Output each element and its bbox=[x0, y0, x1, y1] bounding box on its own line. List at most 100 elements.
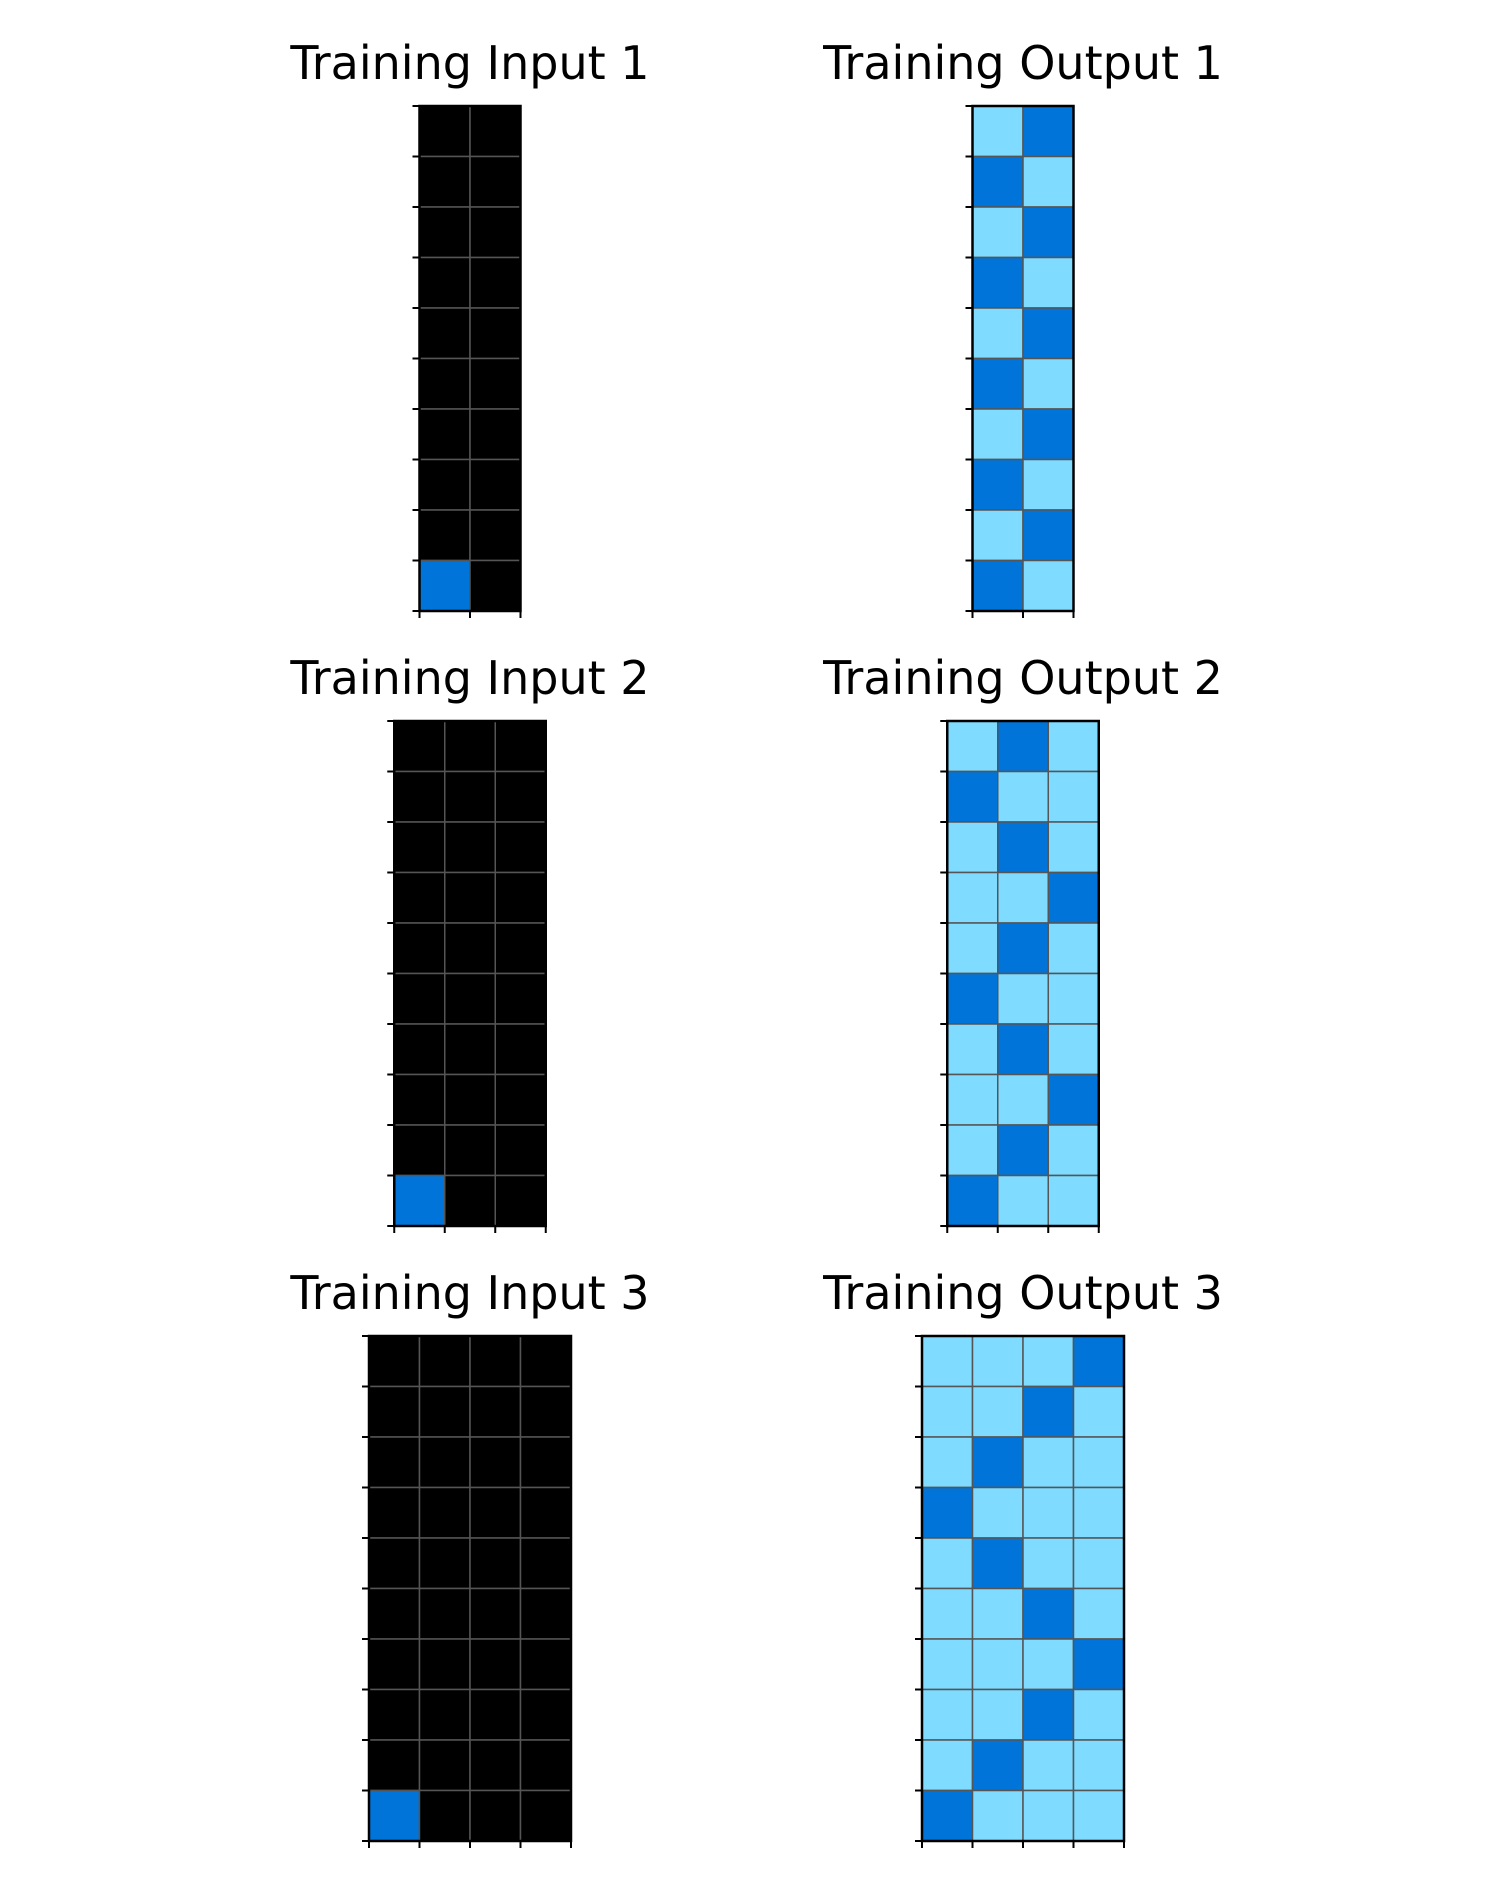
grid-cell-r8-c2 bbox=[1047, 1124, 1100, 1177]
grid-cell-r7-c3 bbox=[519, 1688, 572, 1741]
grid-cell-r0-c0 bbox=[418, 105, 471, 158]
grid-cell-r8-c1 bbox=[469, 509, 522, 562]
grid-cell-r4-c2 bbox=[494, 922, 547, 975]
grid-cell-r3-c3 bbox=[1072, 1486, 1125, 1539]
grid-cell-r2-c3 bbox=[519, 1436, 572, 1489]
grid-cell-r2-c1 bbox=[444, 821, 496, 874]
grid-cell-r3-c1 bbox=[1022, 256, 1075, 309]
grid-cell-r7-c0 bbox=[946, 1073, 999, 1126]
grid-cell-r5-c0 bbox=[418, 357, 471, 410]
grid-cell-r4-c2 bbox=[1047, 922, 1100, 975]
grid-cell-r5-c1 bbox=[1022, 357, 1075, 410]
grid-cell-r1-c0 bbox=[418, 155, 471, 208]
grid-cell-r4-c1 bbox=[418, 1537, 471, 1590]
grid-cell-r3-c1 bbox=[971, 1486, 1024, 1539]
grid-cell-r7-c1 bbox=[971, 1688, 1024, 1741]
grid-cell-r4-c0 bbox=[971, 307, 1024, 360]
grid-cell-r6-c0 bbox=[368, 1638, 421, 1691]
grid-cell-r0-c2 bbox=[1047, 720, 1100, 773]
grid-cell-r2-c1 bbox=[1022, 206, 1075, 259]
grid-cell-r5-c3 bbox=[1072, 1587, 1125, 1640]
grid-cell-r2-c0 bbox=[946, 821, 999, 874]
grid-cell-r6-c0 bbox=[393, 1023, 446, 1076]
grid-cell-r7-c0 bbox=[971, 458, 1024, 511]
grid-cell-r9-c0 bbox=[368, 1789, 421, 1842]
grid-cell-r5-c1 bbox=[444, 972, 496, 1025]
grid-cell-r1-c0 bbox=[393, 770, 446, 823]
grid-cell-r3-c0 bbox=[921, 1486, 974, 1539]
grid-cell-r0-c0 bbox=[946, 720, 999, 773]
grid-cell-r1-c3 bbox=[519, 1385, 572, 1438]
grid-cell-r1-c2 bbox=[494, 770, 547, 823]
grid-cell-r4-c0 bbox=[921, 1537, 974, 1590]
grid-cell-r6-c1 bbox=[971, 1638, 1024, 1691]
grid-cell-r9-c1 bbox=[418, 1789, 471, 1842]
grid-cell-r3-c0 bbox=[971, 256, 1024, 309]
grid-cell-r9-c0 bbox=[971, 559, 1024, 612]
grid-cell-r9-c2 bbox=[1022, 1789, 1075, 1842]
grid-cell-r3-c0 bbox=[368, 1486, 421, 1539]
grid-cell-r8-c0 bbox=[418, 509, 471, 562]
grid-cell-r7-c2 bbox=[469, 1688, 522, 1741]
grid-cell-r1-c1 bbox=[444, 770, 496, 823]
panel-title-training-input-3: Training Input 3 bbox=[290, 1266, 650, 1320]
grid-cell-r0-c1 bbox=[971, 1335, 1024, 1388]
grid-cell-r7-c1 bbox=[444, 1073, 496, 1126]
grid-cell-r1-c1 bbox=[997, 770, 1049, 823]
grid-cell-r5-c0 bbox=[921, 1587, 974, 1640]
grid-cell-r8-c2 bbox=[1022, 1739, 1075, 1792]
grid-cell-r9-c0 bbox=[393, 1174, 446, 1227]
grid-cell-r6-c2 bbox=[469, 1638, 522, 1691]
grid-panel-6 bbox=[915, 1334, 1126, 1848]
grid-cell-r6-c2 bbox=[1022, 1638, 1075, 1691]
grid-cell-r7-c1 bbox=[469, 458, 522, 511]
grid-cell-r9-c0 bbox=[921, 1789, 974, 1842]
grid-cell-r6-c1 bbox=[997, 1023, 1049, 1076]
grid-cell-r4-c3 bbox=[519, 1537, 572, 1590]
panel-title-training-input-1: Training Input 1 bbox=[290, 36, 650, 90]
grid-cell-r3-c0 bbox=[946, 871, 999, 924]
grid-cell-r6-c0 bbox=[418, 408, 471, 461]
grid-cell-r7-c1 bbox=[418, 1688, 471, 1741]
grid-cell-r9-c1 bbox=[971, 1789, 1024, 1842]
grid-cell-r8-c0 bbox=[393, 1124, 446, 1177]
grid-cell-r2-c0 bbox=[971, 206, 1024, 259]
grid-cell-r8-c1 bbox=[1022, 509, 1075, 562]
grid-cell-r7-c1 bbox=[1022, 458, 1075, 511]
grid-cell-r0-c1 bbox=[1022, 105, 1075, 158]
grid-cell-r1-c2 bbox=[469, 1385, 522, 1438]
grid-cell-r3-c1 bbox=[469, 256, 522, 309]
grid-cell-r4-c1 bbox=[469, 307, 522, 360]
grid-cell-r0-c1 bbox=[444, 720, 496, 773]
grid-cell-r1-c0 bbox=[921, 1385, 974, 1438]
grid-cell-r3-c2 bbox=[494, 871, 547, 924]
grid-cell-r2-c2 bbox=[469, 1436, 522, 1489]
grid-cell-r8-c0 bbox=[946, 1124, 999, 1177]
grid-cell-r3-c1 bbox=[418, 1486, 471, 1539]
grid-cell-r0-c0 bbox=[393, 720, 446, 773]
grid-cell-r5-c2 bbox=[1047, 972, 1100, 1025]
grid-cell-r0-c2 bbox=[1022, 1335, 1075, 1388]
grid-cell-r8-c1 bbox=[997, 1124, 1049, 1177]
grid-cell-r5-c0 bbox=[971, 357, 1024, 410]
grid-cell-r8-c3 bbox=[1072, 1739, 1125, 1792]
grid-cell-r4-c1 bbox=[971, 1537, 1024, 1590]
grid-cell-r1-c0 bbox=[946, 770, 999, 823]
grid-cell-r8-c1 bbox=[418, 1739, 471, 1792]
grid-cell-r3-c1 bbox=[444, 871, 496, 924]
grid-cell-r8-c0 bbox=[368, 1739, 421, 1792]
grid-cell-r8-c2 bbox=[494, 1124, 547, 1177]
grid-cell-r5-c1 bbox=[418, 1587, 471, 1640]
panel-title-training-output-2: Training Output 2 bbox=[823, 651, 1223, 705]
grid-cell-r0-c2 bbox=[469, 1335, 522, 1388]
grid-cell-r6-c1 bbox=[469, 408, 522, 461]
grid-cell-r2-c1 bbox=[997, 821, 1049, 874]
grid-cell-r8-c1 bbox=[971, 1739, 1024, 1792]
grid-cell-r1-c1 bbox=[1022, 155, 1075, 208]
grid-cell-r6-c1 bbox=[444, 1023, 496, 1076]
grid-cell-r6-c1 bbox=[418, 1638, 471, 1691]
grid-cell-r2-c2 bbox=[494, 821, 547, 874]
grid-cell-r0-c3 bbox=[519, 1335, 572, 1388]
grid-cell-r2-c1 bbox=[418, 1436, 471, 1489]
